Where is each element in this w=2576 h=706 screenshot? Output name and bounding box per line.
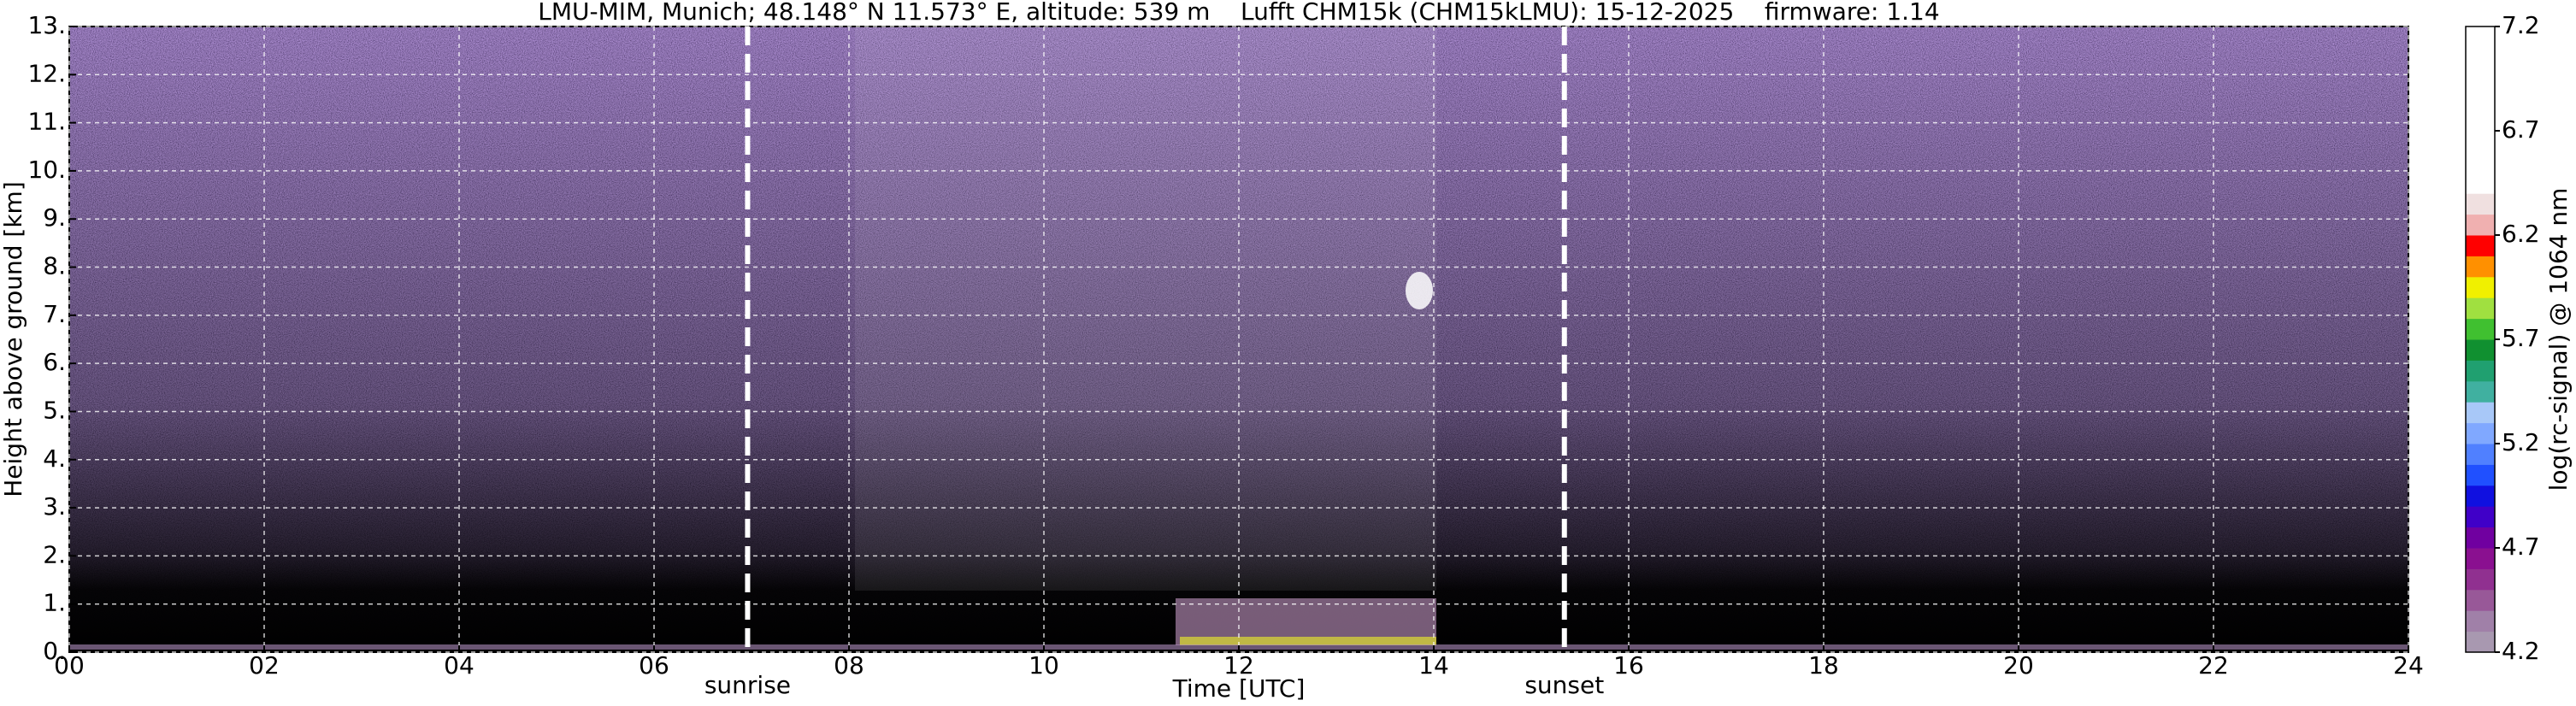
colorbar-tick-label: 5.7 [2502, 324, 2540, 352]
colorbar-segment [2466, 360, 2495, 382]
colorbar-segment [2466, 631, 2495, 653]
y-tick-label: 2. [43, 540, 66, 568]
annotation-label: sunset [1524, 671, 1604, 699]
y-tick-label: 9. [43, 203, 66, 232]
colorbar-tick-label: 7.2 [2502, 11, 2540, 39]
y-tick-label: 12. [27, 59, 66, 87]
x-tick-label: 04 [444, 651, 475, 680]
colorbar-segment [2466, 380, 2495, 403]
x-tick-label: 16 [1613, 651, 1644, 680]
colorbar-label: log(rc-signal) @ 1064 nm [2544, 188, 2573, 491]
colorbar-segment [2466, 548, 2495, 569]
colorbar-tick-label: 6.2 [2502, 220, 2540, 248]
x-axis-label: Time [UTC] [1172, 674, 1306, 703]
y-tick-label: 6. [43, 348, 66, 376]
x-tick-label: 08 [834, 651, 864, 680]
x-tick-label: 12 [1223, 651, 1254, 680]
colorbar-segment [2466, 402, 2495, 424]
colorbar-segment [2466, 568, 2495, 591]
colorbar-segment [2466, 318, 2495, 340]
colorbar-segment [2466, 89, 2495, 111]
x-tick-label: 06 [639, 651, 669, 680]
colorbar-tick-label: 5.2 [2502, 428, 2540, 456]
y-axis-label: Height above ground [km] [0, 181, 27, 497]
colorbar-segment [2466, 610, 2495, 632]
colorbar-segment [2466, 276, 2495, 298]
heatmap-cloud [1406, 272, 1433, 309]
colorbar-segment [2466, 464, 2495, 486]
x-tick-label: 14 [1418, 651, 1449, 680]
colorbar-segment [2466, 214, 2495, 236]
x-tick-label: 20 [2003, 651, 2034, 680]
y-tick-label: 3. [43, 492, 66, 521]
colorbar-segment [2466, 26, 2495, 48]
x-tick-label: 02 [249, 651, 280, 680]
x-tick-label: 10 [1029, 651, 1059, 680]
colorbar-segment [2466, 151, 2495, 174]
colorbar-segment [2466, 193, 2495, 215]
y-tick-label: 13. [27, 11, 66, 39]
y-tick-label: 7. [43, 300, 66, 328]
annotation-label: sunrise [704, 671, 791, 699]
y-tick-label: 0. [43, 637, 66, 665]
y-tick-label: 4. [43, 444, 66, 473]
colorbar-segment [2466, 444, 2495, 465]
colorbar-segment [2466, 131, 2495, 152]
colorbar-segment [2466, 527, 2495, 549]
y-tick-label: 11. [27, 108, 66, 136]
colorbar-segment [2466, 339, 2495, 361]
colorbar-segment [2466, 47, 2495, 69]
colorbar-segment [2466, 485, 2495, 507]
colorbar-tick-label: 6.7 [2502, 115, 2540, 144]
colorbar-segment [2466, 68, 2495, 90]
y-tick-label: 1. [43, 589, 66, 617]
colorbar-segment [2466, 506, 2495, 528]
x-tick-label: 22 [2198, 651, 2229, 680]
colorbar-tick-label: 4.2 [2502, 637, 2540, 665]
heatmap-bright-band [855, 26, 1436, 591]
colorbar-segment [2466, 297, 2495, 320]
x-tick-label: 18 [1808, 651, 1839, 680]
heatmap-surface-layer [1180, 637, 1436, 645]
colorbar-segment [2466, 172, 2495, 194]
colorbar-tick-label: 4.7 [2502, 532, 2540, 561]
x-tick-label: 24 [2393, 651, 2424, 680]
colorbar-segment [2466, 235, 2495, 256]
x-tick-label: 00 [54, 651, 85, 680]
chart-title: LMU-MIM, Munich; 48.148° N 11.573° E, al… [538, 0, 1939, 26]
y-tick-label: 10. [27, 156, 66, 184]
y-tick-label: 8. [43, 252, 66, 280]
colorbar-segment [2466, 109, 2495, 132]
colorbar-segment [2466, 256, 2495, 278]
colorbar-segment [2466, 589, 2495, 611]
y-tick-label: 5. [43, 396, 66, 424]
colorbar-segment [2466, 422, 2495, 444]
